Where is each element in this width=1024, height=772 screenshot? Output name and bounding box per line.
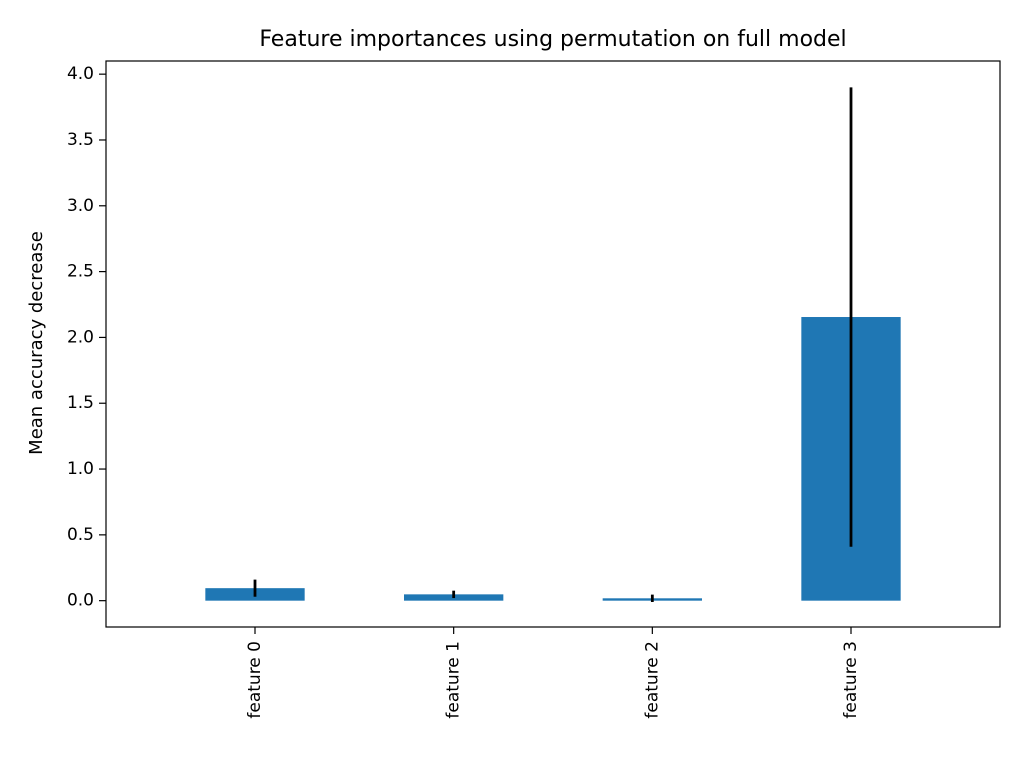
plot-area-frame [105,60,1001,628]
y-tick-label: 4.0 [67,64,94,84]
chart-title: Feature importances using permutation on… [259,27,846,52]
y-tick-label: 1.5 [67,393,94,413]
x-tick-label: feature 0 [245,641,265,719]
y-tick-label: 3.0 [67,196,94,216]
y-tick-label: 0.5 [67,525,94,545]
y-tick-label: 2.5 [67,262,94,282]
x-tick-label: feature 3 [841,641,861,719]
x-axis-ticks: feature 0 feature 1 feature 2 feature 3 [245,627,861,719]
x-tick-label: feature 1 [444,641,464,719]
y-tick-label: 3.5 [67,130,94,150]
y-axis-label: Mean accuracy decrease [26,231,47,455]
y-tick-label: 2.0 [67,327,94,347]
y-tick-label: 1.0 [67,459,94,479]
y-tick-label: 0.0 [67,591,94,611]
error-bars-layer [253,87,853,602]
x-tick-label: feature 2 [642,641,662,719]
y-axis-ticks: 0.0 0.5 1.0 1.5 2.0 2.5 3.0 3.5 4.0 [67,64,106,611]
